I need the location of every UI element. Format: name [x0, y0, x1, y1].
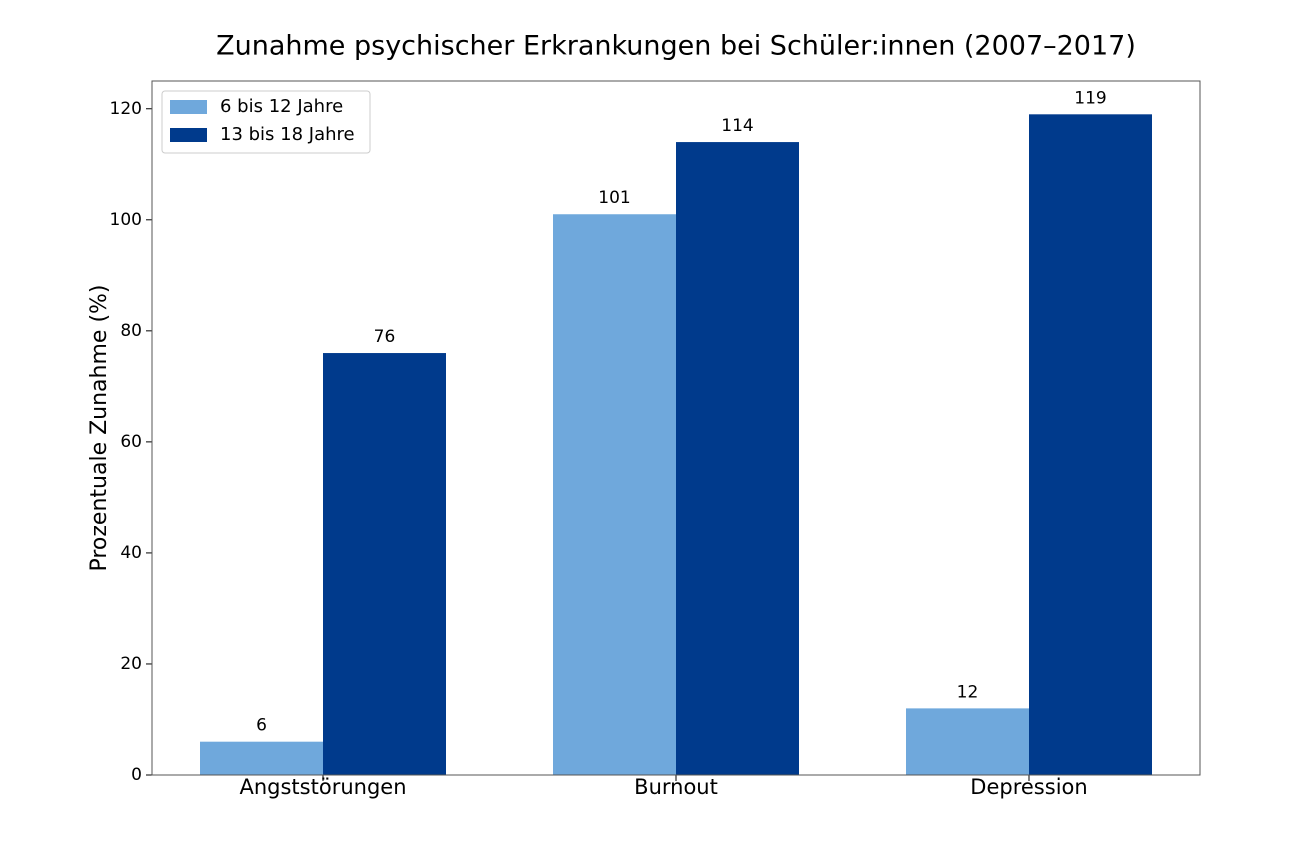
bar — [1029, 114, 1152, 775]
x-tick-label: Angststörungen — [239, 775, 406, 799]
y-tick-label: 60 — [120, 432, 142, 452]
y-tick-label: 120 — [110, 99, 142, 119]
y-tick-label: 20 — [120, 654, 142, 674]
value-label: 6 — [256, 716, 267, 736]
value-label: 101 — [598, 188, 630, 208]
x-tick-label: Burnout — [634, 775, 718, 799]
legend-label: 6 bis 12 Jahre — [220, 96, 343, 117]
value-label: 76 — [374, 327, 396, 347]
legend-box — [161, 90, 371, 154]
bar — [553, 214, 676, 776]
y-tick-label: 100 — [110, 210, 142, 230]
legend-swatch — [170, 100, 207, 114]
bar — [676, 142, 799, 775]
value-label: 12 — [957, 682, 979, 702]
bar — [906, 708, 1029, 775]
bar — [323, 353, 446, 775]
y-tick-label: 80 — [120, 321, 142, 341]
chart-title: Zunahme psychischer Erkrankungen bei Sch… — [216, 31, 1136, 62]
plot-frame — [151, 80, 1201, 776]
legend-label: 13 bis 18 Jahre — [220, 124, 355, 145]
y-tick-label: 0 — [131, 765, 142, 785]
x-tick-label: Depression — [970, 775, 1087, 799]
bar — [200, 741, 323, 775]
value-label: 119 — [1074, 88, 1106, 108]
legend-swatch — [170, 128, 207, 142]
y-tick-label: 40 — [120, 543, 142, 563]
y-axis-label: Prozentuale Zunahme (%) — [87, 284, 112, 571]
value-label: 114 — [721, 116, 753, 136]
